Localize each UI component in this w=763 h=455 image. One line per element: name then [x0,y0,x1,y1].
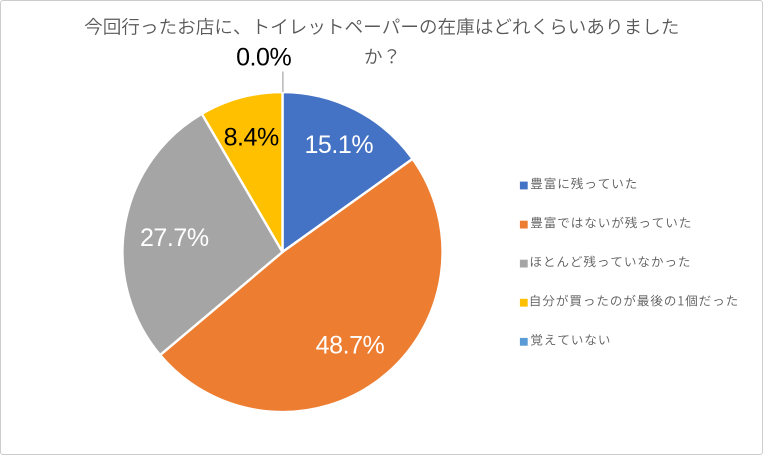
svg-text:48.7%: 48.7% [316,332,385,360]
svg-text:8.4%: 8.4% [224,124,279,152]
svg-text:0.0%: 0.0% [236,44,291,72]
svg-text:27.7%: 27.7% [140,224,209,252]
svg-text:15.1%: 15.1% [304,131,373,159]
